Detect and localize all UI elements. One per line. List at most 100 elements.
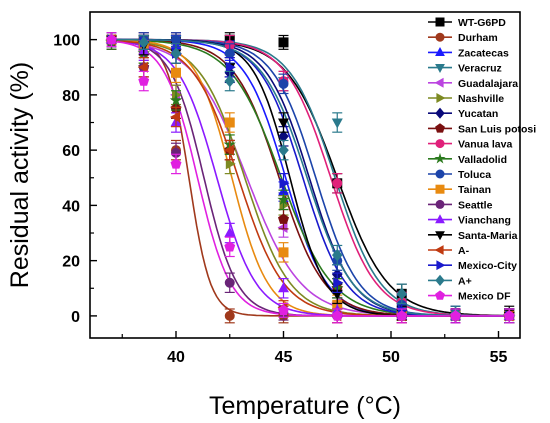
data-point [225,61,236,73]
legend-marker [435,123,445,133]
legend-label: Nashville [458,93,504,105]
legend-marker [435,231,445,241]
legend-marker [435,274,445,286]
legend-marker [436,93,446,103]
x-tick-label: 45 [275,349,293,366]
legend-marker [435,214,445,224]
data-point [138,36,149,49]
legend-marker [435,184,445,194]
data-point [224,48,235,59]
y-tick-label: 0 [71,309,80,326]
data-point [169,93,183,106]
fit-curve [111,38,510,317]
data-point [396,310,408,321]
data-point [278,37,289,48]
x-axis-title: Temperature (°C) [209,392,401,420]
fit-curves [111,38,510,317]
legend-label: Veracruz [458,63,502,75]
y-tick-label: 20 [62,254,80,271]
legend-marker [434,245,444,255]
y-tick-label: 40 [62,198,80,215]
legend-marker [434,77,444,88]
data-point [332,248,343,262]
legend-label: A- [458,245,470,257]
legend-label: Valladolid [458,154,507,166]
data-point [503,310,515,321]
data-point [331,118,343,129]
data-point [277,193,290,206]
fit-curve [111,38,510,317]
data-point [332,178,343,189]
legend-marker [435,32,445,42]
data-point [278,78,289,89]
legend-marker [435,199,445,209]
data-point [224,117,235,128]
data-point [170,158,182,169]
y-tick-label: 100 [53,33,80,50]
fit-curve [111,38,510,317]
data-point [225,158,236,170]
data-point [224,74,235,88]
data-point [223,144,234,156]
legend-label: Vanua lava [458,139,512,151]
legend-marker [435,107,445,119]
fit-curve [111,39,510,317]
legend-marker [436,260,446,271]
data-point [137,61,148,73]
legend-label: A+ [458,275,472,287]
legend-label: San Luis potosi [458,123,536,135]
legend-label: Santa-Maria [458,230,518,242]
legend-label: Guadalajara [458,78,518,90]
data-point [224,241,236,252]
legend-label: Zacatecas [458,47,509,59]
y-tick-label: 60 [62,143,80,160]
data-point [171,34,181,45]
legend-label: Seattle [458,199,493,211]
x-tick-label: 50 [382,349,400,366]
legend-marker [435,64,445,73]
data-point [278,247,289,258]
data-point [331,310,343,321]
fit-curve [111,38,510,317]
data-point [279,177,290,189]
data-point [224,227,236,237]
legend-marker [435,47,445,56]
data-point [278,130,289,143]
data-point [450,310,461,321]
y-axis-title: Residual activity (%) [6,62,34,288]
fit-curve [111,38,510,317]
legend-marker [435,139,445,149]
fit-curve [111,38,510,317]
data-point [224,310,235,321]
data-point [171,67,181,78]
data-point [171,147,181,158]
axis-ticks: 40 45 50 55 0 20 40 60 80 100 [53,33,507,366]
legend-label: Toluca [458,169,491,181]
data-point [278,143,289,157]
legend-marker [435,17,445,27]
legend-label: Tainan [458,184,491,196]
legend-label: WT-G6PD [458,17,506,29]
legend-label: Durham [458,32,498,44]
data-point [138,75,150,86]
plot-frame [89,11,521,339]
data-point [333,277,344,289]
data-point [278,213,289,224]
data-point [224,277,235,288]
fit-curve [111,38,510,317]
data-points [105,32,516,324]
data-point [106,33,117,45]
legend-label: Mexico-City [458,260,517,272]
fit-curve [111,39,510,317]
fit-curve [111,39,510,317]
data-point [396,287,407,300]
legend-marker [434,152,446,164]
legend-label: Yucatan [458,108,498,120]
x-tick-label: 55 [490,349,508,366]
data-point [170,47,182,60]
data-point [278,304,289,315]
legend: WT-G6PD Durham Zacatecas Veracruz Guadalajar… [428,17,536,303]
legend-label: Mexico DF [458,291,511,303]
x-tick-label: 40 [167,349,185,366]
